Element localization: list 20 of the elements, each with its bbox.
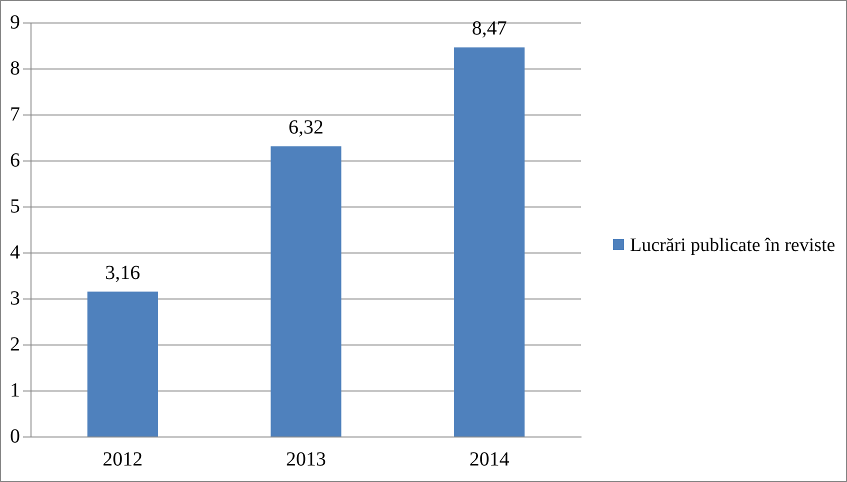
bar <box>87 292 158 436</box>
y-tick-label: 7 <box>10 103 20 126</box>
y-tick-label: 1 <box>10 379 20 402</box>
x-tick-label: 2014 <box>469 448 510 470</box>
y-tick-label: 6 <box>10 149 20 172</box>
bar <box>270 146 342 436</box>
x-tick-label: 2013 <box>286 448 326 470</box>
data-label: 3,16 <box>105 262 140 284</box>
y-tick-label: 8 <box>10 57 20 80</box>
y-tick-label: 9 <box>10 11 20 34</box>
legend-label: Lucrări publicate în reviste <box>630 234 836 258</box>
data-label: 6,32 <box>288 116 324 139</box>
bar <box>454 47 525 436</box>
x-tick-label: 2012 <box>102 448 143 470</box>
y-tick-label: 2 <box>10 333 20 356</box>
data-label: 8,47 <box>472 18 507 40</box>
y-tick-label: 3 <box>10 287 20 310</box>
y-tick-label: 0 <box>10 425 20 448</box>
y-tick-label: 5 <box>10 195 20 218</box>
y-tick-label: 4 <box>10 241 20 264</box>
